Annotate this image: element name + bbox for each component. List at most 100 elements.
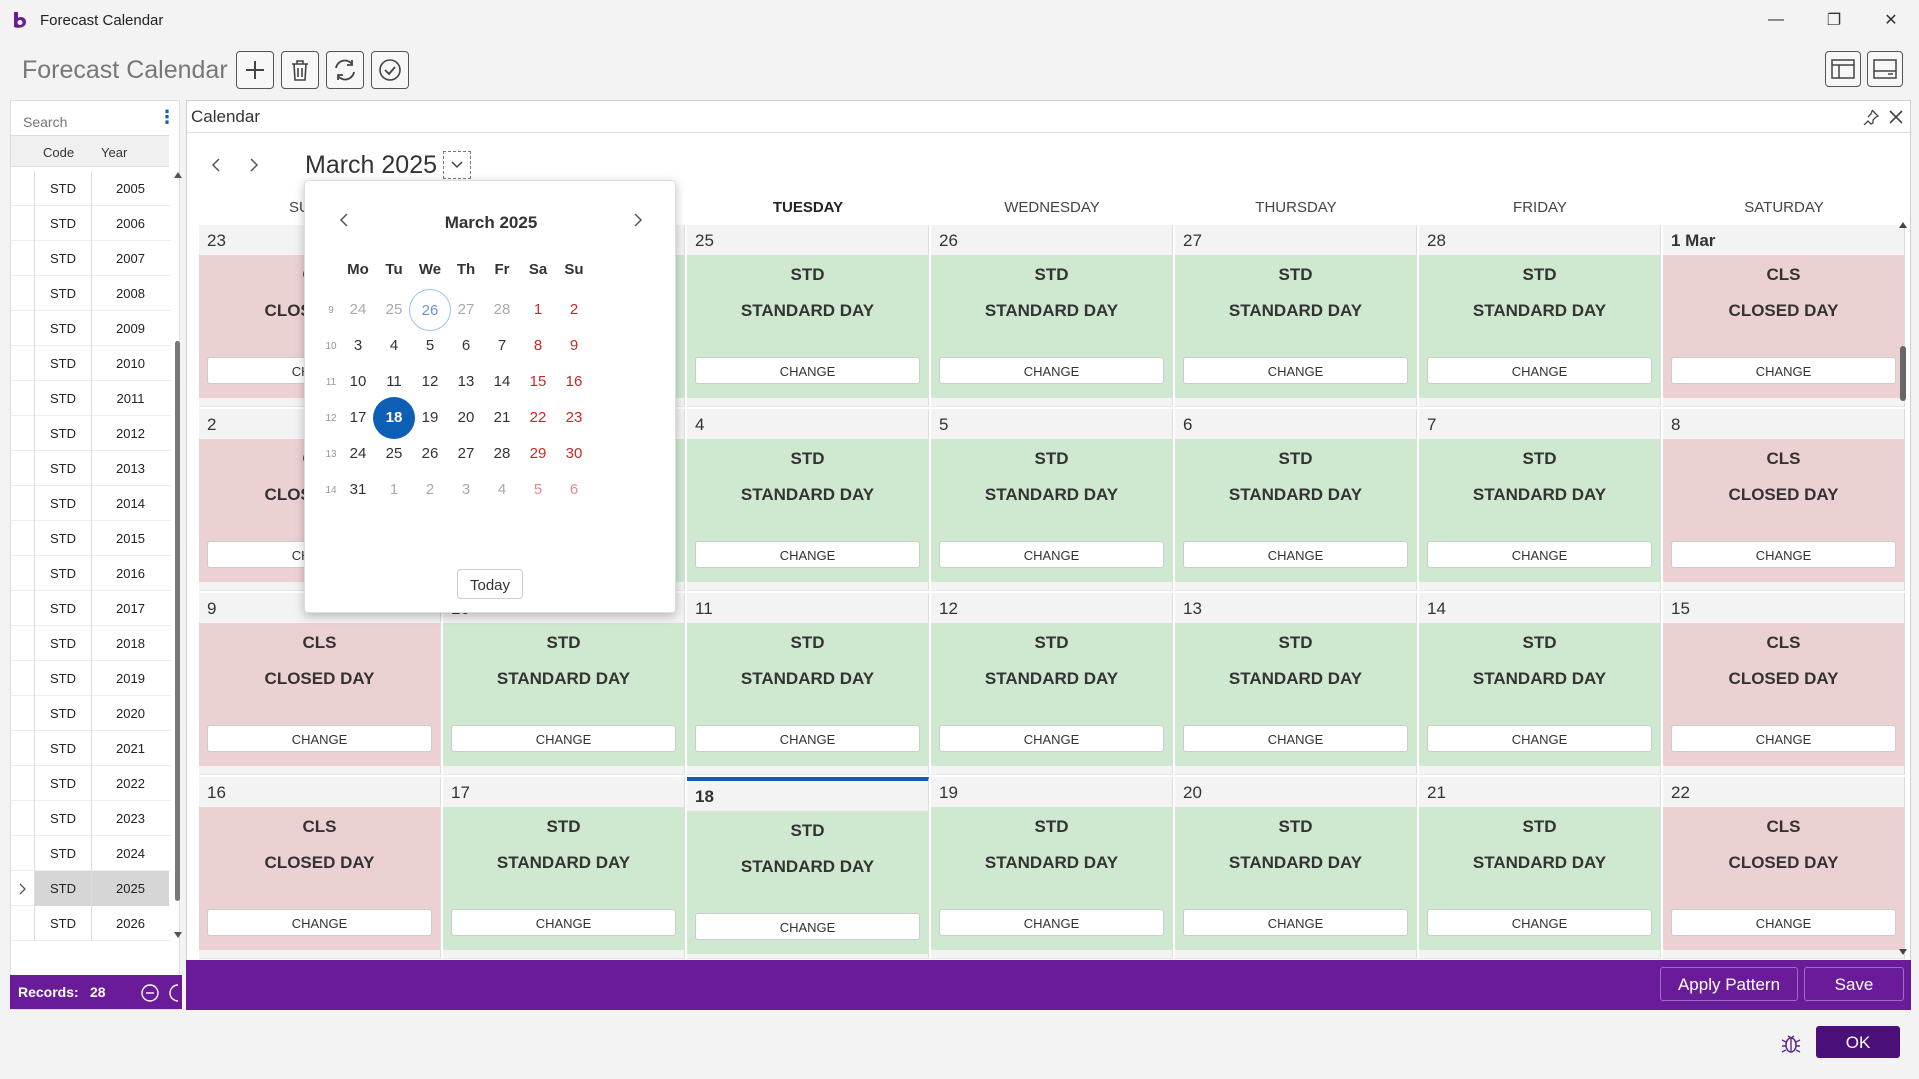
change-button[interactable]: CHANGE [1427,541,1652,568]
column-header-year[interactable]: Year [101,145,128,160]
picker-day[interactable]: 27 [457,301,475,318]
row-selector[interactable] [11,696,35,731]
table-row[interactable]: STD 2020 [11,696,171,731]
table-row[interactable]: STD 2019 [11,661,171,696]
calendar-day-cell[interactable]: 18 STD STANDARD DAY CHANGE [687,777,929,959]
picker-day[interactable]: 23 [565,409,583,426]
calendar-day-cell[interactable]: 25 STD STANDARD DAY CHANGE [687,225,929,407]
picker-next-icon[interactable] [633,213,643,227]
change-button[interactable]: CHANGE [939,357,1164,384]
maximize-button[interactable]: ❐ [1811,0,1857,40]
picker-day[interactable]: 17 [349,409,367,426]
change-button[interactable]: CHANGE [1427,909,1652,936]
more-options-icon[interactable]: ⋮ [158,107,176,127]
calendar-day-cell[interactable]: 11 STD STANDARD DAY CHANGE [687,593,929,775]
apply-pattern-button[interactable]: Apply Pattern [1660,967,1798,1001]
ok-button[interactable]: OK [1816,1026,1900,1058]
scroll-up-icon[interactable] [1898,221,1908,229]
picker-day[interactable]: 8 [533,337,543,354]
calendar-day-cell[interactable]: 12 STD STANDARD DAY CHANGE [931,593,1173,775]
row-selector[interactable] [11,801,35,836]
picker-day[interactable]: 30 [565,445,583,462]
picker-day[interactable]: 27 [457,445,475,462]
calendar-day-cell[interactable]: 19 STD STANDARD DAY CHANGE [931,777,1173,959]
table-row[interactable]: STD 2016 [11,556,171,591]
picker-day[interactable]: 25 [385,445,403,462]
picker-day[interactable]: 25 [385,301,403,318]
change-button[interactable]: CHANGE [1671,909,1896,936]
table-row[interactable]: STD 2009 [11,311,171,346]
row-selector[interactable] [11,381,35,416]
table-row[interactable]: STD 2013 [11,451,171,486]
change-button[interactable]: CHANGE [939,541,1164,568]
picker-day[interactable]: 11 [386,373,402,390]
picker-day[interactable]: 24 [349,445,367,462]
change-button[interactable]: CHANGE [695,725,920,752]
row-selector[interactable] [11,206,35,241]
calendar-day-cell[interactable]: 6 STD STANDARD DAY CHANGE [1175,409,1417,591]
picker-day[interactable]: 6 [569,481,579,498]
picker-day[interactable]: 4 [497,481,507,498]
calendar-day-cell[interactable]: 14 STD STANDARD DAY CHANGE [1419,593,1661,775]
expand-icon[interactable] [166,983,182,1003]
picker-day[interactable]: 16 [565,373,583,390]
calendar-day-cell[interactable]: 17 STD STANDARD DAY CHANGE [443,777,685,959]
calendar-day-cell[interactable]: 22 CLS CLOSED DAY CHANGE [1663,777,1905,959]
change-button[interactable]: CHANGE [207,725,432,752]
table-row[interactable]: STD 2017 [11,591,171,626]
table-row[interactable]: STD 2011 [11,381,171,416]
calendar-day-cell[interactable]: 26 STD STANDARD DAY CHANGE [931,225,1173,407]
change-button[interactable]: CHANGE [1671,357,1896,384]
table-row[interactable]: STD 2015 [11,521,171,556]
table-row[interactable]: STD 2025 [11,871,171,906]
row-selector[interactable] [11,766,35,801]
picker-day[interactable]: 3 [461,481,471,498]
picker-day[interactable]: 7 [497,337,507,354]
row-selector[interactable] [11,906,35,941]
row-selector[interactable] [11,171,35,206]
column-header-code[interactable]: Code [43,145,75,160]
today-button[interactable]: Today [457,569,523,599]
picker-day[interactable]: 3 [353,337,363,354]
layout-panel-button[interactable] [1825,51,1861,87]
table-row[interactable]: STD 2007 [11,241,171,276]
change-button[interactable]: CHANGE [1183,725,1408,752]
row-selector[interactable] [11,661,35,696]
table-row[interactable]: STD 2014 [11,486,171,521]
row-selector[interactable] [11,836,35,871]
change-button[interactable]: CHANGE [695,913,920,940]
table-row[interactable]: STD 2012 [11,416,171,451]
change-button[interactable]: CHANGE [695,541,920,568]
picker-day[interactable]: 2 [425,481,435,498]
row-selector[interactable] [11,871,35,906]
change-button[interactable]: CHANGE [1671,725,1896,752]
row-selector[interactable] [11,626,35,661]
picker-day[interactable]: 28 [493,301,511,318]
row-selector[interactable] [11,346,35,381]
table-row[interactable]: STD 2005 [11,171,171,206]
minimize-button[interactable]: — [1753,0,1799,40]
picker-day[interactable]: 6 [461,337,471,354]
table-row[interactable]: STD 2022 [11,766,171,801]
calendar-day-cell[interactable]: 1 Mar CLS CLOSED DAY CHANGE [1663,225,1905,407]
layout-rows-button[interactable] [1867,51,1903,87]
table-row[interactable]: STD 2023 [11,801,171,836]
add-button[interactable] [236,51,274,89]
table-row[interactable]: STD 2024 [11,836,171,871]
picker-day[interactable]: 5 [425,337,435,354]
grid-scrollbar[interactable] [173,171,183,941]
change-button[interactable]: CHANGE [451,725,676,752]
picker-prev-icon[interactable] [339,213,349,227]
refresh-button[interactable] [326,51,364,89]
scroll-down-icon[interactable] [173,931,183,939]
picker-day[interactable]: 20 [457,409,475,426]
search-input[interactable] [13,103,148,133]
scrollbar-thumb[interactable] [1900,346,1906,401]
calendar-day-cell[interactable]: 21 STD STANDARD DAY CHANGE [1419,777,1661,959]
calendar-day-cell[interactable]: 15 CLS CLOSED DAY CHANGE [1663,593,1905,775]
close-panel-icon[interactable] [1888,109,1904,125]
change-button[interactable]: CHANGE [1671,541,1896,568]
scrollbar-thumb[interactable] [175,341,180,901]
scroll-down-icon[interactable] [1898,948,1908,956]
